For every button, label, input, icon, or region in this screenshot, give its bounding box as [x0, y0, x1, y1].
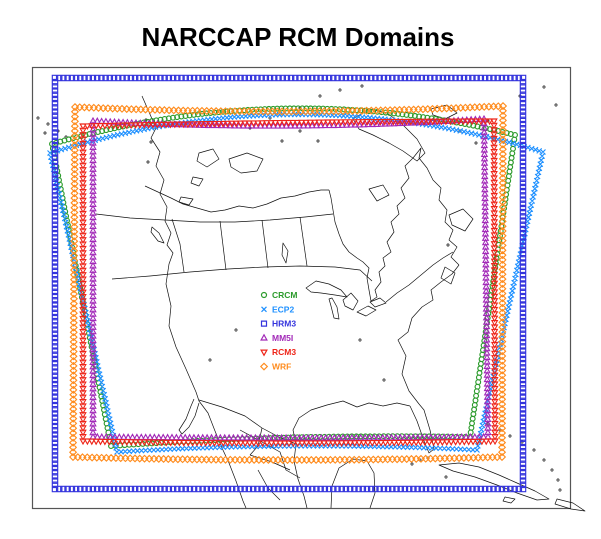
- map-frame-border: [31, 66, 572, 510]
- domain-wrf-boundary: [68, 101, 508, 465]
- map-line-mexico-east-coast: [293, 443, 308, 509]
- map-shape-cuba: [438, 462, 550, 501]
- map-shape-victoria-island: [228, 152, 264, 174]
- map-line-baja-california: [178, 398, 200, 435]
- legend: CRCM ECP2 HRM3 MM5I RCM3 WRF: [259, 290, 298, 372]
- map-line-border-sk-mb: [261, 219, 269, 269]
- map-islet: [358, 338, 362, 342]
- map-islet: [542, 85, 546, 89]
- map-shape-hispaniola: [554, 498, 586, 512]
- map-line-st-lawrence: [385, 251, 454, 303]
- map-islet: [556, 478, 560, 482]
- map-line-labrador-coast: [418, 147, 460, 266]
- map-line-atlantic-coast: [397, 264, 460, 405]
- map-islet: [234, 328, 238, 332]
- legend-item-mm5i: MM5I: [260, 333, 293, 343]
- map-islet: [382, 378, 386, 382]
- map-islet: [298, 129, 302, 133]
- legend-label-ecp2: ECP2: [272, 304, 294, 314]
- map-islet: [444, 475, 448, 479]
- map-shape-lake-winnipeg: [281, 242, 289, 264]
- map-line-border-60n: [95, 213, 334, 223]
- legend-square-icon: [260, 320, 268, 327]
- map-shape-lake-ontario: [369, 297, 387, 308]
- map-frame: [31, 66, 572, 510]
- map-islet: [149, 140, 153, 144]
- legend-item-crcm: CRCM: [260, 290, 298, 300]
- map-islet: [554, 103, 558, 107]
- legend-circle-icon: [260, 291, 268, 299]
- map-line-arctic-coast: [144, 185, 329, 213]
- map-shape-southampton-island: [368, 184, 390, 202]
- map-shape-great-bear-lake: [190, 176, 204, 187]
- figure-title: NARCCAP RCM Domains: [142, 22, 455, 52]
- domain-ecp2-boundary: [47, 111, 546, 455]
- map-line-hudson-bay: [328, 147, 422, 302]
- map-islet: [208, 358, 212, 362]
- map-line-yucatan: [330, 458, 376, 509]
- legend-item-wrf: WRF: [259, 362, 291, 372]
- map-shape-vancouver-island: [150, 226, 165, 244]
- map-line-border-mb-on: [299, 216, 308, 267]
- legend-diamond-icon: [259, 362, 269, 371]
- map-islet: [280, 139, 284, 143]
- map-islet: [558, 488, 562, 492]
- map-line-gulf-coast: [292, 400, 411, 445]
- map-shape-jamaica: [502, 496, 516, 504]
- map-islet: [360, 84, 364, 88]
- domain-hrm3-boundary: [51, 74, 527, 493]
- map-islet: [474, 141, 478, 145]
- map-shape-lake-erie: [356, 305, 377, 317]
- map-islet: [446, 243, 450, 247]
- map-line-florida: [409, 403, 435, 454]
- map-shape-baffin-island: [352, 108, 426, 162]
- map-islet: [318, 94, 322, 98]
- legend-x-icon: [261, 306, 267, 313]
- legend-label-mm5i: MM5I: [272, 333, 293, 343]
- map-shape-devon-island: [430, 104, 458, 120]
- domain-mm5i-boundary: [89, 114, 492, 441]
- map-shape-banks-island: [196, 148, 220, 168]
- map-islet: [43, 131, 47, 135]
- map-islet: [542, 458, 546, 462]
- map-line-border-ab-sk: [219, 220, 227, 271]
- rcm-domain-boundaries: [47, 74, 546, 493]
- map-shape-lake-huron: [342, 292, 359, 311]
- map-islet: [550, 468, 554, 472]
- map-islet: [508, 434, 512, 438]
- map-line-border-49n: [111, 265, 373, 282]
- map-islet: [316, 139, 320, 143]
- domain-rcm3-boundary: [79, 118, 499, 448]
- map-line-border-bc-ab: [171, 218, 185, 273]
- map-line-mexico-states-3: [257, 469, 281, 501]
- legend-item-hrm3: HRM3: [260, 319, 296, 329]
- map-islet: [338, 88, 342, 92]
- map-shape-lake-michigan: [328, 297, 340, 320]
- legend-triangle-down-icon: [260, 349, 268, 357]
- map-islet: [532, 448, 536, 452]
- map-islet: [46, 122, 50, 126]
- map-shape-great-slave-lake: [178, 196, 194, 206]
- map-islet: [36, 116, 40, 120]
- legend-label-wrf: WRF: [272, 362, 291, 372]
- legend-item-ecp2: ECP2: [261, 304, 294, 314]
- legend-triangle-up-icon: [260, 333, 268, 341]
- map-islet: [410, 462, 414, 466]
- legend-label-rcm3: RCM3: [272, 347, 296, 357]
- map-shape-newfoundland: [448, 208, 474, 232]
- map-islet: [146, 160, 150, 164]
- map-shape-lake-superior: [305, 280, 348, 298]
- legend-item-rcm3: RCM3: [260, 347, 296, 357]
- legend-label-crcm: CRCM: [272, 290, 298, 300]
- legend-label-hrm3: HRM3: [272, 319, 296, 329]
- map-shape-nova-scotia: [440, 266, 456, 285]
